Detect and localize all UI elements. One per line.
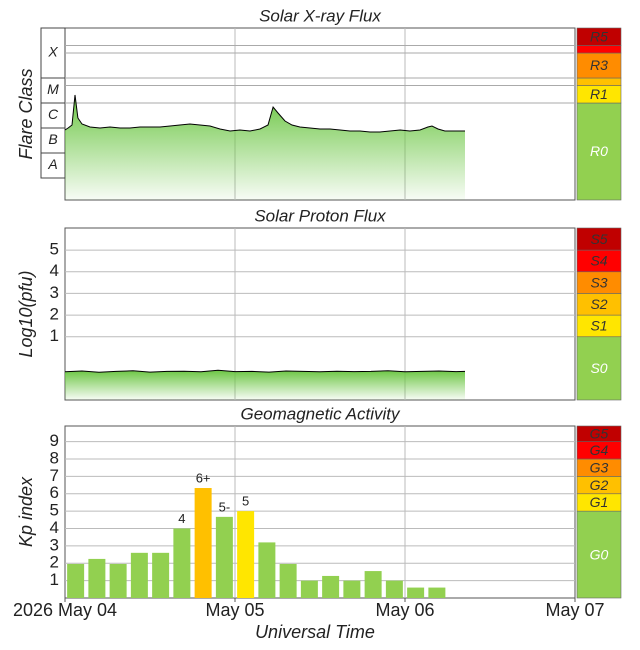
scale-label: G1: [590, 494, 609, 510]
x-axis-label: Universal Time: [255, 622, 375, 642]
y-tick-label: 5: [50, 240, 59, 259]
scale-band: [576, 510, 622, 599]
scale-label: R1: [590, 86, 608, 102]
y-axis-label: Log10(pfu): [16, 270, 36, 357]
y-tick-label: 4: [50, 518, 59, 537]
y-tick-label: 3: [50, 283, 59, 302]
class-label: A: [47, 156, 57, 172]
scale-label: G2: [590, 477, 609, 493]
scale-band: [576, 336, 622, 401]
class-label: M: [47, 81, 59, 97]
scale-label: S5: [590, 231, 607, 247]
kp-bar: [343, 580, 361, 598]
plot-frame: [64, 425, 576, 599]
scale-label: G3: [590, 459, 609, 475]
scale-band: [576, 102, 622, 201]
y-tick-label: 1: [50, 570, 59, 589]
kp-bar: [194, 488, 212, 598]
scale-label: S4: [590, 253, 607, 269]
kp-bar: [173, 528, 191, 598]
kp-bar: [279, 563, 297, 598]
y-axis-label: Kp index: [16, 476, 36, 547]
x-tick-label: May 05: [205, 600, 264, 620]
kp-bar: [407, 587, 425, 598]
kp-bar: [364, 571, 382, 598]
y-tick-label: 9: [50, 431, 59, 450]
y-tick-label: 4: [50, 261, 59, 280]
x-tick-label: 2026 May 04: [13, 600, 117, 620]
scale-label: S2: [590, 296, 607, 312]
kp-bar: [322, 575, 340, 598]
class-band: [40, 127, 66, 154]
y-tick-label: 6: [50, 483, 59, 502]
scale-label: G0: [590, 546, 609, 562]
scale-label: R3: [590, 57, 608, 73]
bar-value-label: 5-: [219, 499, 231, 514]
scale-label: S3: [590, 274, 607, 290]
y-axis-label: Flare Class: [16, 68, 36, 159]
scale-label: G5: [590, 426, 609, 442]
flux-line: [64, 94, 465, 133]
kp-bar: [109, 563, 127, 598]
y-tick-label: 5: [50, 501, 59, 520]
y-tick-label: 2: [50, 305, 59, 324]
kp-bar: [385, 580, 403, 598]
class-band: [40, 102, 66, 129]
scale-label: R0: [590, 143, 608, 159]
kp-bar: [258, 542, 276, 598]
scale-band: [576, 425, 622, 442]
scale-label: S1: [590, 318, 607, 334]
scale-label: R5: [590, 28, 608, 44]
scale-band: [576, 77, 622, 86]
flux-area: [65, 370, 466, 400]
kp-bar: [215, 516, 233, 598]
bar-value-label: 4: [178, 511, 185, 526]
chart-title: Solar X-ray Flux: [259, 6, 381, 25]
kp-bar: [237, 511, 255, 598]
class-label: B: [48, 131, 57, 147]
x-tick-label: May 07: [545, 600, 604, 620]
flux-line: [64, 369, 466, 373]
scale-band: [576, 45, 622, 54]
scale-band: [576, 227, 622, 251]
scale-label: S0: [590, 360, 607, 376]
scale-label: G4: [590, 442, 609, 458]
flux-area: [65, 95, 466, 200]
x-tick-label: May 06: [375, 600, 434, 620]
kp-bar: [152, 552, 170, 598]
kp-bar: [88, 558, 106, 598]
y-tick-label: 8: [50, 448, 59, 467]
y-tick-label: 7: [50, 466, 59, 485]
y-tick-label: 3: [50, 535, 59, 554]
class-label: X: [47, 44, 58, 60]
chart-title: Geomagnetic Activity: [240, 404, 401, 423]
kp-bar: [130, 552, 148, 598]
chart-title: Solar Proton Flux: [254, 206, 386, 225]
kp-bar: [428, 587, 446, 598]
class-band: [40, 27, 66, 79]
scale-band: [576, 27, 622, 46]
class-label: C: [48, 106, 59, 122]
bar-value-label: 5: [242, 494, 249, 509]
bar-value-label: 6+: [196, 470, 211, 485]
y-tick-label: 1: [50, 326, 59, 345]
y-tick-label: 2: [50, 553, 59, 572]
scale-band: [576, 52, 622, 79]
kp-bar: [67, 563, 85, 598]
kp-bar: [300, 580, 318, 598]
